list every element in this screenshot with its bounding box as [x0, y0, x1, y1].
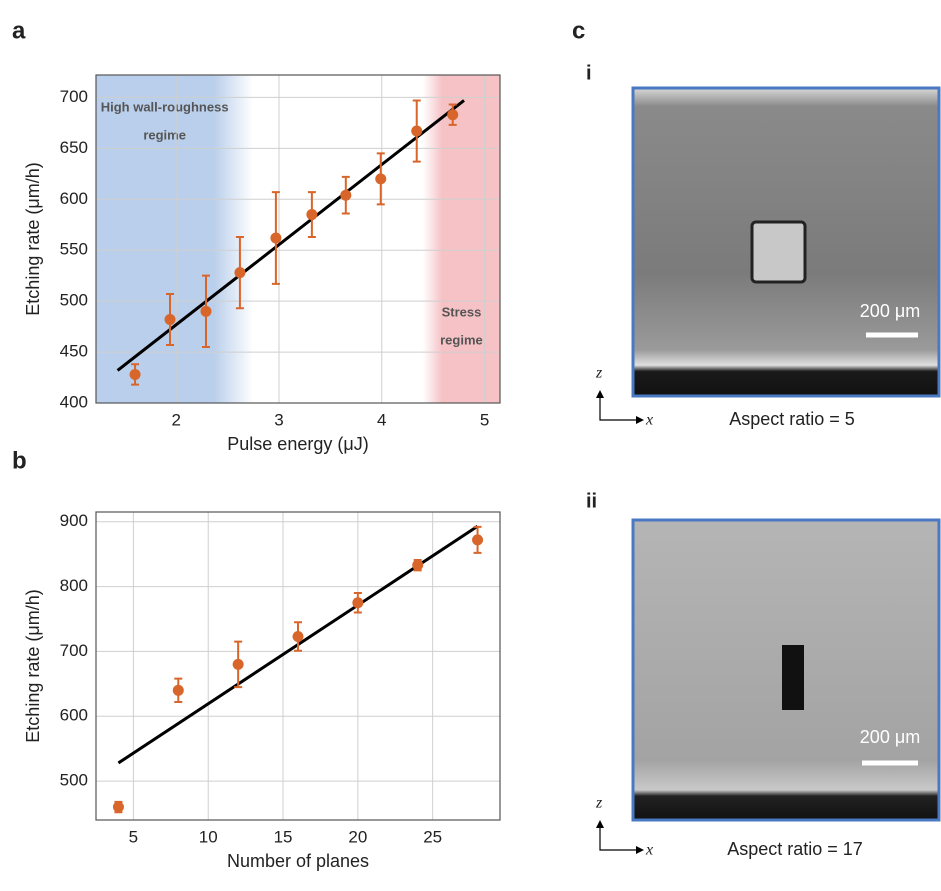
x-tick-label: 3: [274, 410, 283, 429]
y-tick-label: 600: [60, 189, 88, 208]
region-label: regime: [440, 332, 483, 347]
y-tick-label: 700: [60, 87, 88, 106]
image-label: ii: [586, 490, 597, 512]
y-tick-label: 650: [60, 138, 88, 157]
y-tick-label: 900: [60, 511, 88, 530]
panel-label: a: [12, 17, 26, 44]
data-point: [234, 267, 246, 279]
x-tick-label: 2: [171, 410, 180, 429]
arrowheads: [596, 820, 644, 854]
x-tick-label: 25: [423, 827, 442, 846]
x-tick-label: 4: [377, 410, 386, 429]
y-tick-label: 450: [60, 342, 88, 361]
data-point: [375, 173, 387, 185]
data-point: [306, 209, 318, 221]
data-point: [352, 597, 364, 609]
data-point: [447, 109, 459, 121]
axes-arrow: [599, 824, 640, 851]
region-label: High wall-roughness: [101, 99, 229, 114]
data-point: [172, 684, 184, 696]
caption: Aspect ratio = 17: [727, 839, 863, 859]
data-point: [200, 305, 212, 317]
y-tick-label: 500: [60, 771, 88, 790]
y-tick-label: 400: [60, 392, 88, 411]
x-axis-label: Pulse energy (μJ): [227, 434, 368, 454]
axis-x: x: [645, 412, 653, 429]
data-point: [412, 559, 424, 571]
channel: [782, 645, 804, 710]
scale-label: 200 μm: [860, 301, 920, 321]
scale-label: 200 μm: [860, 727, 920, 747]
y-tick-label: 550: [60, 240, 88, 259]
y-tick-label: 700: [60, 641, 88, 660]
x-tick-label: 15: [274, 827, 293, 846]
fit-line: [116, 99, 465, 372]
x-tick-label: 5: [129, 827, 138, 846]
region: [96, 75, 254, 403]
y-tick-label: 800: [60, 576, 88, 595]
sem-image: [631, 518, 941, 822]
panel-label: c: [572, 17, 585, 44]
x-tick-label: 10: [199, 827, 218, 846]
data-point: [340, 189, 352, 201]
x-tick-label: 5: [480, 410, 489, 429]
plot-frame: [95, 511, 501, 821]
x-tick-label: 20: [348, 827, 367, 846]
y-axis-label: Etching rate (μm/h): [23, 162, 43, 315]
data-point: [411, 125, 423, 137]
channel: [750, 220, 807, 284]
image-label: i: [586, 62, 592, 84]
panel-label: b: [12, 447, 27, 474]
data-point: [112, 801, 124, 813]
axis-x: x: [645, 842, 653, 859]
data-point: [270, 232, 282, 244]
plot-frame: [95, 74, 501, 404]
region-label: Stress: [442, 304, 482, 319]
region: [422, 75, 500, 403]
axes-arrow: [599, 394, 640, 421]
data-point: [129, 368, 141, 380]
data-point: [164, 313, 176, 325]
x-axis-label: Number of planes: [227, 851, 369, 871]
region-label: regime: [143, 127, 186, 142]
axis-z: z: [595, 795, 603, 812]
axis-z: z: [595, 365, 603, 382]
y-axis-label: Etching rate (μm/h): [23, 589, 43, 742]
caption: Aspect ratio = 5: [729, 409, 855, 429]
data-point: [232, 658, 244, 670]
data-point: [472, 534, 484, 546]
y-tick-label: 600: [60, 706, 88, 725]
y-tick-label: 500: [60, 291, 88, 310]
data-point: [292, 630, 304, 642]
arrowheads: [596, 390, 644, 424]
